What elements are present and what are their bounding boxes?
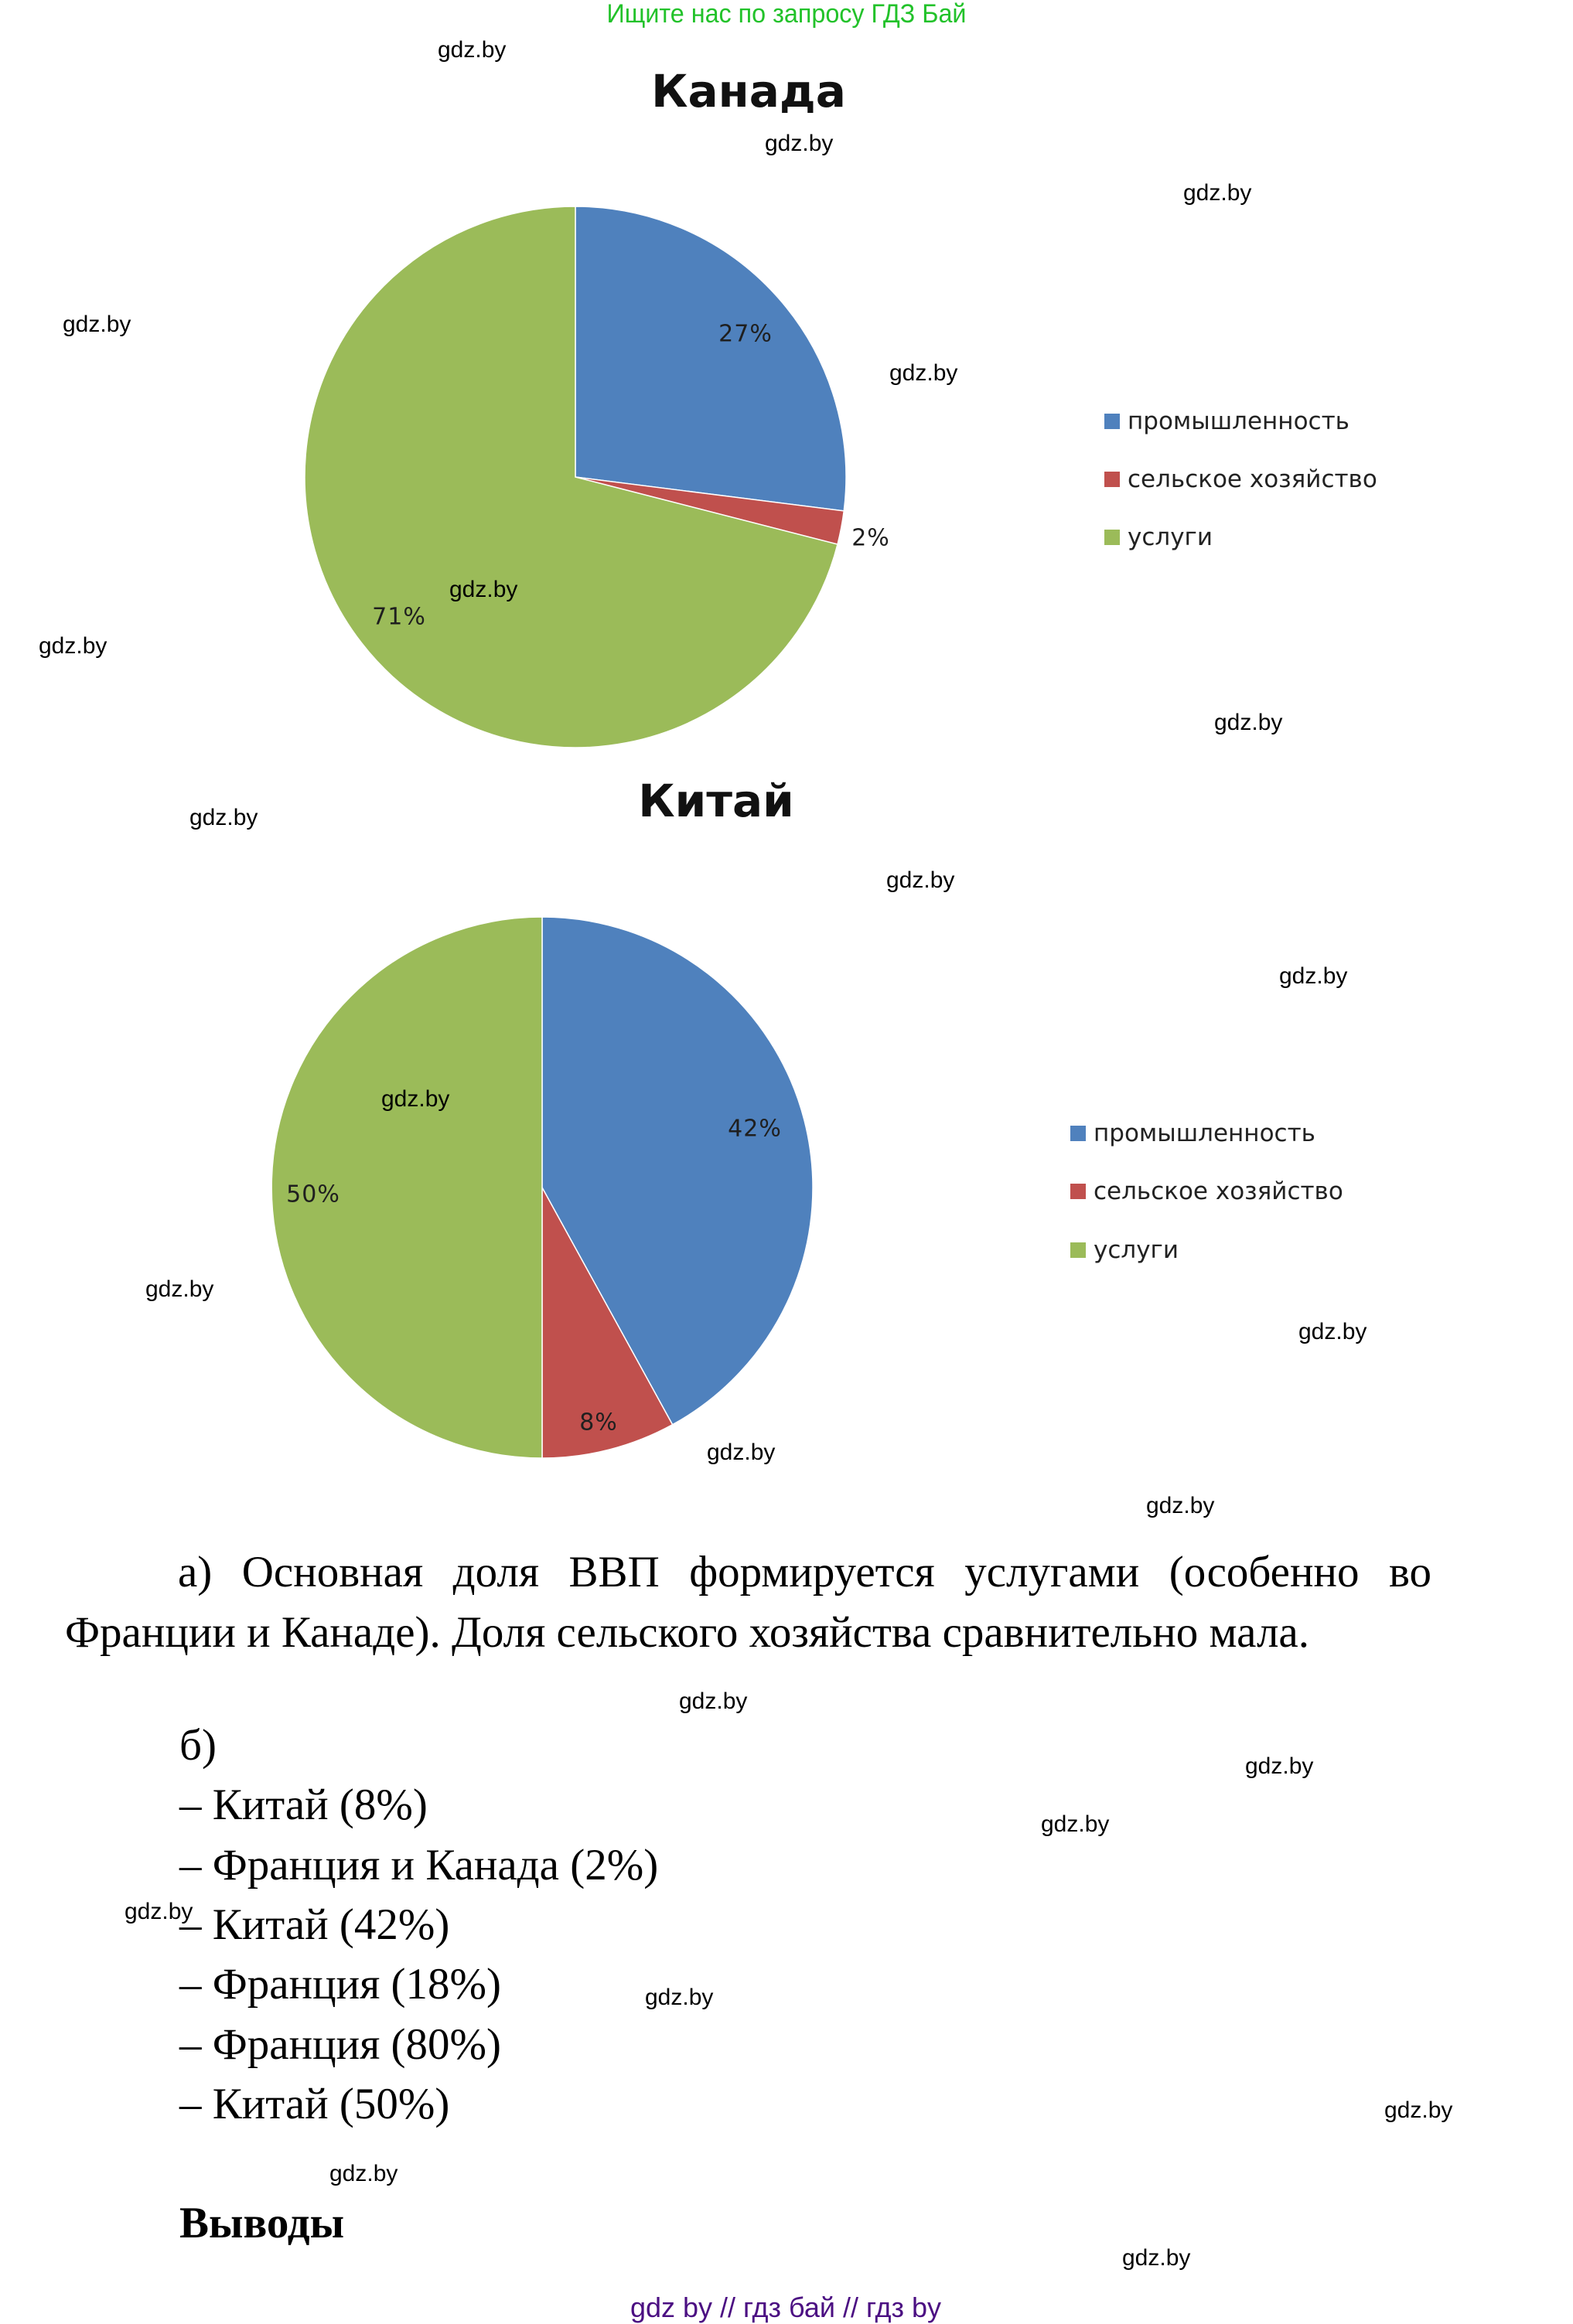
paragraph-a: а) Основная доля ВВП формируется услугам…: [65, 1542, 1431, 1663]
legend-label: промышленность: [1128, 407, 1350, 435]
watermark: gdz.by: [679, 1688, 748, 1714]
pie-label-agriculture: 2%: [851, 524, 890, 552]
watermark: gdz.by: [438, 37, 507, 63]
pie-label-services: 50%: [286, 1181, 340, 1208]
pie-label-services: 71%: [372, 603, 426, 631]
watermark: gdz.by: [889, 360, 958, 386]
swatch-icon: [1070, 1184, 1086, 1199]
legend-label: сельское хозяйство: [1094, 1177, 1343, 1205]
list-item: – Франция и Канада (2%): [179, 1841, 659, 1890]
legend-item-services: услуги: [1070, 1236, 1179, 1264]
watermark: gdz.by: [765, 131, 834, 156]
watermark: gdz.by: [707, 1440, 776, 1465]
chart-title: Канада: [651, 65, 846, 118]
watermark: gdz.by: [145, 1276, 214, 1302]
list-item: – Китай (50%): [179, 2080, 450, 2128]
swatch-icon: [1104, 414, 1120, 429]
watermark: gdz.by: [1183, 180, 1252, 206]
swatch-icon: [1070, 1242, 1086, 1258]
watermark: gdz.by: [1041, 1811, 1110, 1837]
section-b-label: б): [179, 1721, 217, 1770]
watermark: gdz.by: [63, 312, 131, 337]
legend-item-services: услуги: [1104, 523, 1213, 551]
pie-slice-services: [271, 916, 543, 1459]
watermark: gdz.by: [189, 805, 258, 830]
pie-label-industry: 42%: [728, 1115, 782, 1143]
pie-label-agriculture: 8%: [579, 1409, 618, 1436]
pie-china: [271, 916, 814, 1459]
watermark: gdz.by: [1298, 1319, 1367, 1344]
watermark: gdz.by: [449, 577, 518, 602]
watermark: gdz.by: [1384, 2097, 1453, 2123]
watermark: gdz.by: [1214, 710, 1283, 735]
pie-label-industry: 27%: [718, 320, 773, 348]
watermark: gdz.by: [39, 633, 107, 659]
swatch-icon: [1104, 530, 1120, 545]
list-item: – Китай (42%): [179, 1900, 450, 1949]
pie-slice-industry: [575, 206, 847, 512]
legend-item-agriculture: сельское хозяйство: [1070, 1177, 1343, 1205]
list-item: – Китай (8%): [179, 1780, 428, 1829]
footer-links[interactable]: gdz by // гдз бай // гдз by: [630, 2292, 942, 2323]
watermark: gdz.by: [886, 867, 955, 893]
swatch-icon: [1070, 1126, 1086, 1141]
legend-item-industry: промышленность: [1070, 1119, 1315, 1147]
legend-label: услуги: [1094, 1236, 1179, 1264]
watermark: gdz.by: [125, 1899, 193, 1924]
search-banner: Ищите нас по запросу ГДЗ Бай: [606, 0, 967, 29]
pie-canada: [304, 206, 847, 748]
legend-item-agriculture: сельское хозяйство: [1104, 465, 1377, 493]
watermark: gdz.by: [381, 1086, 450, 1112]
pie-slice-services: [304, 206, 838, 748]
swatch-icon: [1104, 472, 1120, 487]
legend-label: услуги: [1128, 523, 1213, 551]
watermark: gdz.by: [1245, 1753, 1314, 1779]
watermark: gdz.by: [329, 2161, 398, 2186]
legend-label: промышленность: [1094, 1119, 1315, 1147]
paragraph-a-text: а) Основная доля ВВП формируется услугам…: [65, 1548, 1431, 1657]
watermark: gdz.by: [645, 1985, 714, 2010]
pie-slice-industry: [541, 916, 814, 1426]
legend-item-industry: промышленность: [1104, 407, 1350, 435]
watermark: gdz.by: [1146, 1493, 1215, 1518]
list-item: – Франция (80%): [179, 2020, 502, 2069]
watermark: gdz.by: [1122, 2245, 1191, 2271]
legend-label: сельское хозяйство: [1128, 465, 1377, 493]
conclusions-heading: Выводы: [179, 2199, 345, 2247]
list-item: – Франция (18%): [179, 1960, 502, 2009]
watermark: gdz.by: [1279, 963, 1348, 989]
pie-slice-agriculture: [541, 1187, 674, 1459]
chart-title: Китай: [638, 775, 794, 827]
